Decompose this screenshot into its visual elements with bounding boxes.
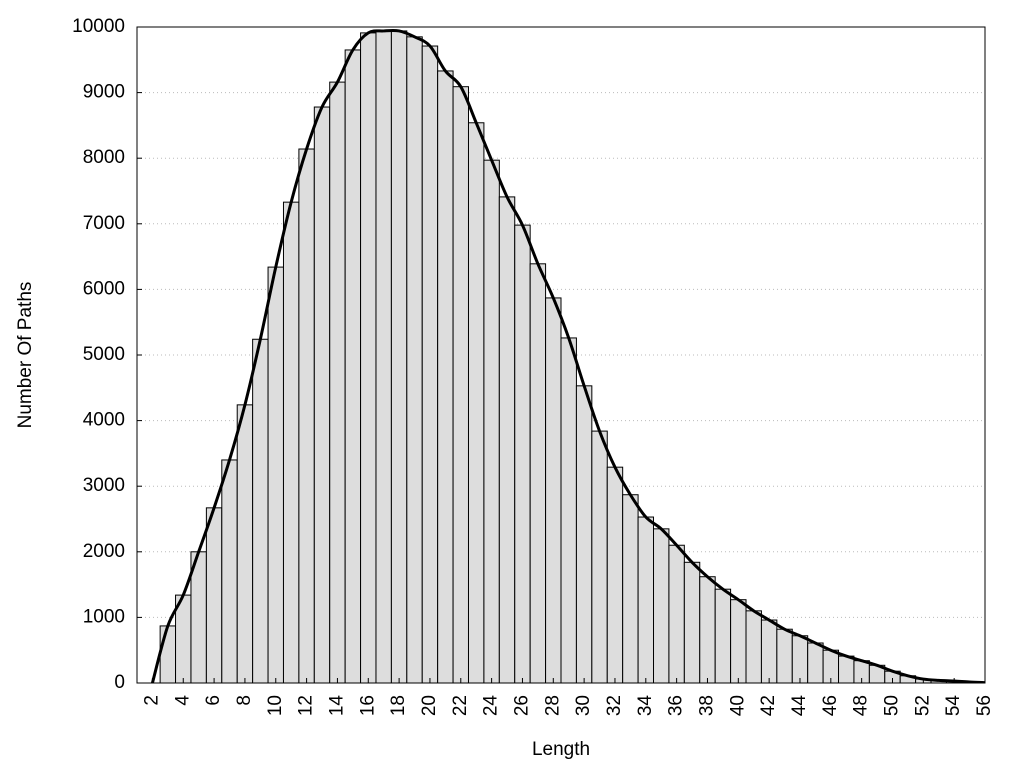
- x-tick-label: 32: [604, 695, 625, 716]
- y-tick-label: 9000: [83, 82, 125, 103]
- x-tick-label: 48: [851, 695, 872, 716]
- x-tick-label: 36: [666, 695, 687, 716]
- y-tick-label: 3000: [83, 475, 125, 496]
- bar: [483, 159, 500, 683]
- bar: [668, 544, 685, 683]
- bar: [529, 263, 547, 683]
- x-tick-label: 6: [203, 695, 224, 706]
- labels: 0 1000 2000 3000 4000 5000 6000 7000 8000 9000 100…: [72, 16, 995, 716]
- y-tick-label: 10000: [72, 16, 125, 37]
- bars: [159, 30, 985, 683]
- x-tick-label: 54: [943, 695, 964, 717]
- line-layer: [150, 28, 985, 683]
- x-tick-label: 28: [542, 695, 563, 716]
- x-tick-label: 46: [820, 695, 841, 716]
- bar: [344, 49, 362, 683]
- bar: [699, 576, 716, 683]
- bar: [205, 507, 223, 683]
- bar: [683, 561, 701, 683]
- bar: [437, 70, 454, 683]
- x-tick-label: 24: [481, 695, 502, 717]
- bar: [622, 494, 639, 683]
- bar: [329, 81, 346, 683]
- y-tick-label: 0: [114, 672, 125, 693]
- bar: [730, 599, 747, 683]
- bar: [267, 266, 284, 683]
- bar: [776, 628, 793, 683]
- x-tick-label: 50: [882, 695, 903, 716]
- bar: [514, 224, 531, 683]
- x-tick-label: 44: [789, 695, 810, 717]
- x-tick-label: 26: [511, 695, 532, 716]
- x-tick-label: 4: [172, 695, 193, 706]
- bar: [545, 297, 562, 683]
- bar: [760, 619, 778, 683]
- bar: [791, 635, 809, 683]
- bar: [452, 86, 469, 683]
- bar: [807, 642, 824, 683]
- x-tick-label: 2: [141, 695, 162, 706]
- bar: [838, 655, 855, 683]
- trend-line: [150, 28, 985, 683]
- bar: [390, 30, 408, 683]
- y-tick-label: 2000: [83, 541, 125, 562]
- x-tick-label: 10: [265, 695, 286, 716]
- x-tick-label: 16: [357, 695, 378, 716]
- y-tick-label: 1000: [83, 606, 125, 627]
- x-tick-label: 18: [388, 695, 409, 716]
- bar: [714, 588, 732, 683]
- y-tick-label: 7000: [83, 213, 125, 234]
- bar: [591, 430, 608, 683]
- x-tick-label: 56: [974, 695, 995, 716]
- bar: [575, 385, 593, 683]
- x-tick-label: 52: [912, 695, 933, 716]
- bar: [606, 466, 624, 683]
- bar: [653, 528, 670, 683]
- x-tick-label: 30: [573, 695, 594, 716]
- bar: [221, 459, 238, 683]
- bar: [313, 106, 331, 683]
- bar: [560, 337, 577, 683]
- x-tick-label: 40: [727, 695, 748, 716]
- x-tick-label: 8: [234, 695, 255, 706]
- bar: [421, 45, 439, 683]
- bar: [467, 122, 485, 683]
- bar: [498, 196, 516, 683]
- x-axis-label: Length: [532, 739, 590, 760]
- x-tick-label: 38: [696, 695, 717, 716]
- x-tick-label: 42: [758, 695, 779, 716]
- y-tick-label: 8000: [83, 147, 125, 168]
- bar: [236, 404, 254, 683]
- y-tick-label: 6000: [83, 278, 125, 299]
- x-tick-label: 20: [419, 695, 440, 716]
- y-tick-label: 5000: [83, 344, 125, 365]
- bar: [159, 625, 177, 683]
- x-tick-label: 12: [296, 695, 317, 716]
- bar: [282, 201, 300, 683]
- bar: [375, 30, 392, 683]
- bar: [360, 32, 377, 683]
- bar: [406, 36, 423, 683]
- x-tick-label: 34: [635, 695, 656, 717]
- x-tick-label: 22: [450, 695, 471, 716]
- bar: [252, 338, 269, 683]
- bar: [637, 516, 655, 683]
- x-tick-label: 14: [326, 695, 347, 717]
- bar: [298, 148, 315, 683]
- y-axis-label: Number Of Paths: [15, 282, 36, 429]
- y-tick-label: 4000: [83, 410, 125, 431]
- bar: [745, 610, 762, 683]
